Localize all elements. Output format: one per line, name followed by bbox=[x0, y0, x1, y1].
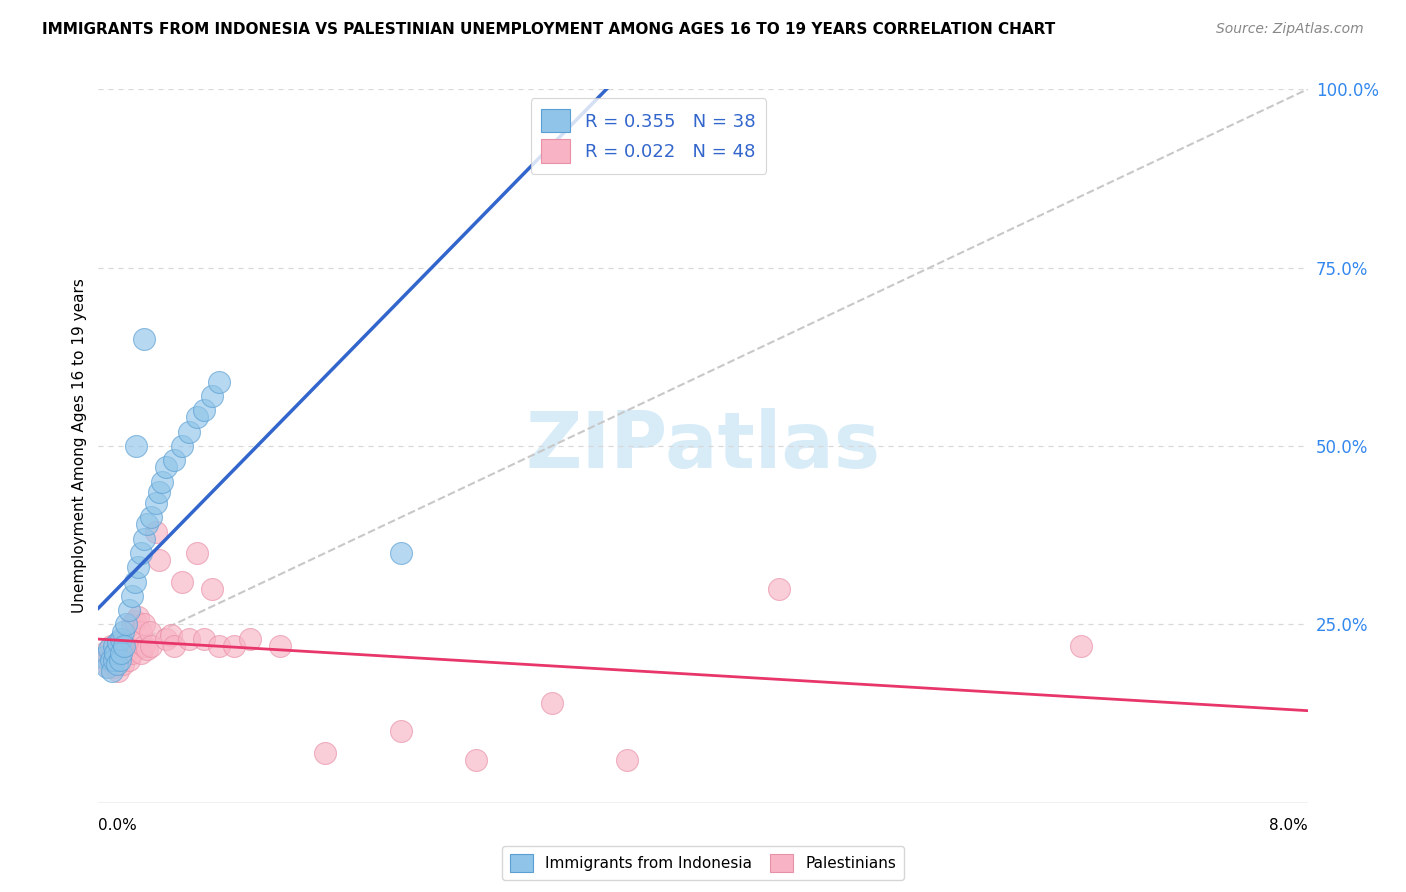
Point bbox=[170, 439, 193, 453]
Point bbox=[103, 660, 125, 674]
Point bbox=[186, 410, 208, 425]
Point bbox=[179, 632, 201, 646]
Point bbox=[193, 632, 215, 646]
Point bbox=[186, 546, 208, 560]
Point bbox=[129, 646, 152, 660]
Point bbox=[389, 724, 412, 739]
Point bbox=[141, 510, 163, 524]
Point bbox=[110, 646, 132, 660]
Text: IMMIGRANTS FROM INDONESIA VS PALESTINIAN UNEMPLOYMENT AMONG AGES 16 TO 19 YEARS : IMMIGRANTS FROM INDONESIA VS PALESTINIAN… bbox=[42, 22, 1056, 37]
Point bbox=[103, 653, 125, 667]
Point bbox=[148, 485, 170, 500]
Point bbox=[135, 517, 157, 532]
Point bbox=[107, 635, 129, 649]
Point bbox=[269, 639, 291, 653]
Point bbox=[155, 632, 177, 646]
Point bbox=[114, 617, 136, 632]
Point bbox=[118, 653, 141, 667]
Point bbox=[129, 546, 152, 560]
Point bbox=[118, 603, 141, 617]
Point bbox=[96, 653, 118, 667]
Point bbox=[111, 624, 134, 639]
Point bbox=[127, 560, 149, 574]
Point bbox=[124, 614, 146, 628]
Text: ZIPatlas: ZIPatlas bbox=[526, 408, 880, 484]
Point bbox=[100, 639, 122, 653]
Point bbox=[389, 546, 412, 560]
Point bbox=[105, 657, 128, 671]
Point bbox=[201, 582, 224, 596]
Point bbox=[100, 653, 122, 667]
Point bbox=[148, 553, 170, 567]
Point bbox=[193, 403, 215, 417]
Point bbox=[112, 639, 135, 653]
Point bbox=[93, 649, 115, 664]
Point bbox=[110, 646, 132, 660]
Point bbox=[465, 753, 488, 767]
Point bbox=[114, 646, 136, 660]
Point bbox=[129, 624, 152, 639]
Point bbox=[105, 653, 128, 667]
Point bbox=[108, 653, 131, 667]
Point bbox=[208, 639, 231, 653]
Legend: Immigrants from Indonesia, Palestinians: Immigrants from Indonesia, Palestinians bbox=[502, 846, 904, 880]
Point bbox=[121, 646, 143, 660]
Point bbox=[124, 635, 146, 649]
Point bbox=[160, 628, 183, 642]
Point bbox=[150, 475, 173, 489]
Point bbox=[121, 617, 143, 632]
Point bbox=[132, 332, 155, 346]
Legend: R = 0.355   N = 38, R = 0.022   N = 48: R = 0.355 N = 38, R = 0.022 N = 48 bbox=[530, 98, 766, 174]
Point bbox=[104, 642, 127, 657]
Point bbox=[179, 425, 201, 439]
Point bbox=[124, 574, 146, 589]
Point bbox=[107, 664, 129, 678]
Point bbox=[108, 639, 131, 653]
Point bbox=[112, 635, 135, 649]
Point bbox=[201, 389, 224, 403]
Point bbox=[239, 632, 262, 646]
Point bbox=[98, 660, 121, 674]
Point bbox=[125, 439, 148, 453]
Point bbox=[224, 639, 246, 653]
Text: Source: ZipAtlas.com: Source: ZipAtlas.com bbox=[1216, 22, 1364, 37]
Point bbox=[101, 649, 124, 664]
Point bbox=[1070, 639, 1092, 653]
Point bbox=[314, 746, 336, 760]
Point bbox=[127, 610, 149, 624]
Point bbox=[132, 617, 155, 632]
Point bbox=[145, 496, 167, 510]
Point bbox=[121, 589, 143, 603]
Point bbox=[132, 532, 155, 546]
Point bbox=[101, 664, 124, 678]
Point bbox=[170, 574, 193, 589]
Point bbox=[208, 375, 231, 389]
Point bbox=[155, 460, 177, 475]
Point bbox=[145, 524, 167, 539]
Point bbox=[104, 646, 127, 660]
Point bbox=[163, 639, 186, 653]
Y-axis label: Unemployment Among Ages 16 to 19 years: Unemployment Among Ages 16 to 19 years bbox=[72, 278, 87, 614]
Point bbox=[132, 639, 155, 653]
Point bbox=[96, 660, 118, 674]
Point bbox=[139, 624, 162, 639]
Point bbox=[541, 696, 564, 710]
Point bbox=[98, 642, 121, 657]
Text: 0.0%: 0.0% bbox=[98, 818, 138, 832]
Point bbox=[135, 642, 157, 657]
Point bbox=[93, 646, 115, 660]
Point bbox=[163, 453, 186, 467]
Point bbox=[141, 639, 163, 653]
Point bbox=[110, 632, 132, 646]
Point bbox=[111, 657, 134, 671]
Point bbox=[616, 753, 638, 767]
Text: 8.0%: 8.0% bbox=[1268, 818, 1308, 832]
Point bbox=[768, 582, 790, 596]
Point bbox=[103, 639, 125, 653]
